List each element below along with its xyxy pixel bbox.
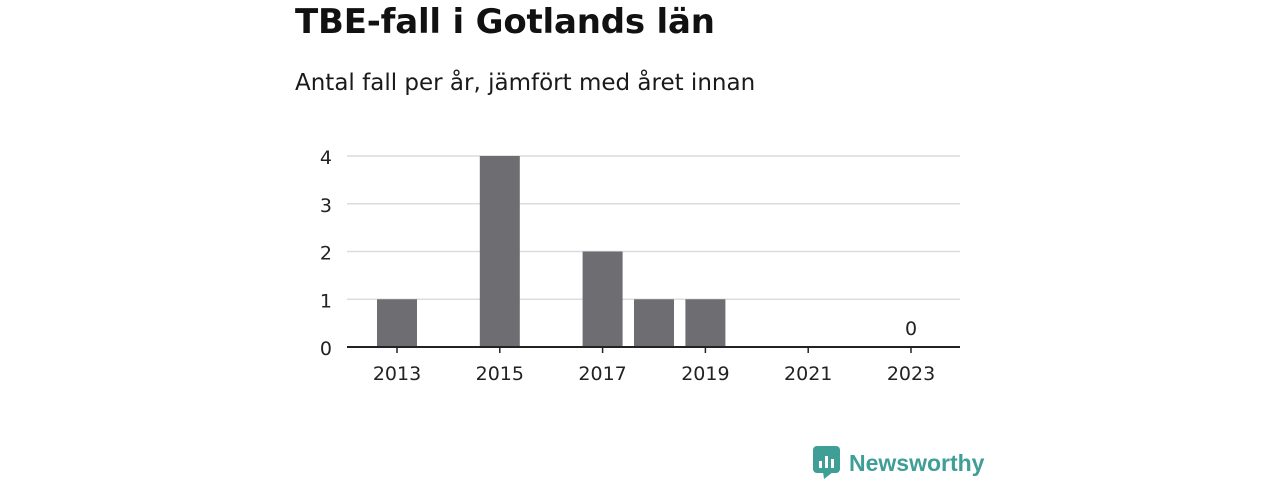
x-tick-label: 2021: [784, 363, 832, 385]
x-tick-label: 2017: [578, 363, 626, 385]
y-tick-label: 0: [320, 338, 332, 360]
newsworthy-logo-icon: [813, 446, 840, 479]
x-tick-label: 2019: [681, 363, 729, 385]
bar-2017: [582, 251, 623, 347]
chart-subtitle: Antal fall per år, jämfört med året inna…: [295, 70, 756, 96]
y-tick-label: 3: [320, 195, 332, 217]
y-tick-label: 4: [320, 147, 332, 169]
bar-2013: [377, 299, 417, 347]
bar-2019: [685, 299, 726, 347]
y-tick-label: 1: [320, 290, 332, 312]
x-tick-label: 2023: [887, 363, 935, 385]
x-tick-label: 2015: [476, 363, 524, 385]
chart-title: TBE-fall i Gotlands län: [295, 2, 715, 42]
y-tick-label: 2: [320, 243, 332, 265]
newsworthy-logo-text: Newsworthy: [849, 449, 985, 476]
data-label-2023: 0: [905, 318, 917, 340]
bar-2018: [634, 299, 674, 347]
newsworthy-logo: Newsworthy: [813, 446, 984, 480]
bar-2015: [479, 156, 520, 347]
x-tick-label: 2013: [373, 363, 421, 385]
